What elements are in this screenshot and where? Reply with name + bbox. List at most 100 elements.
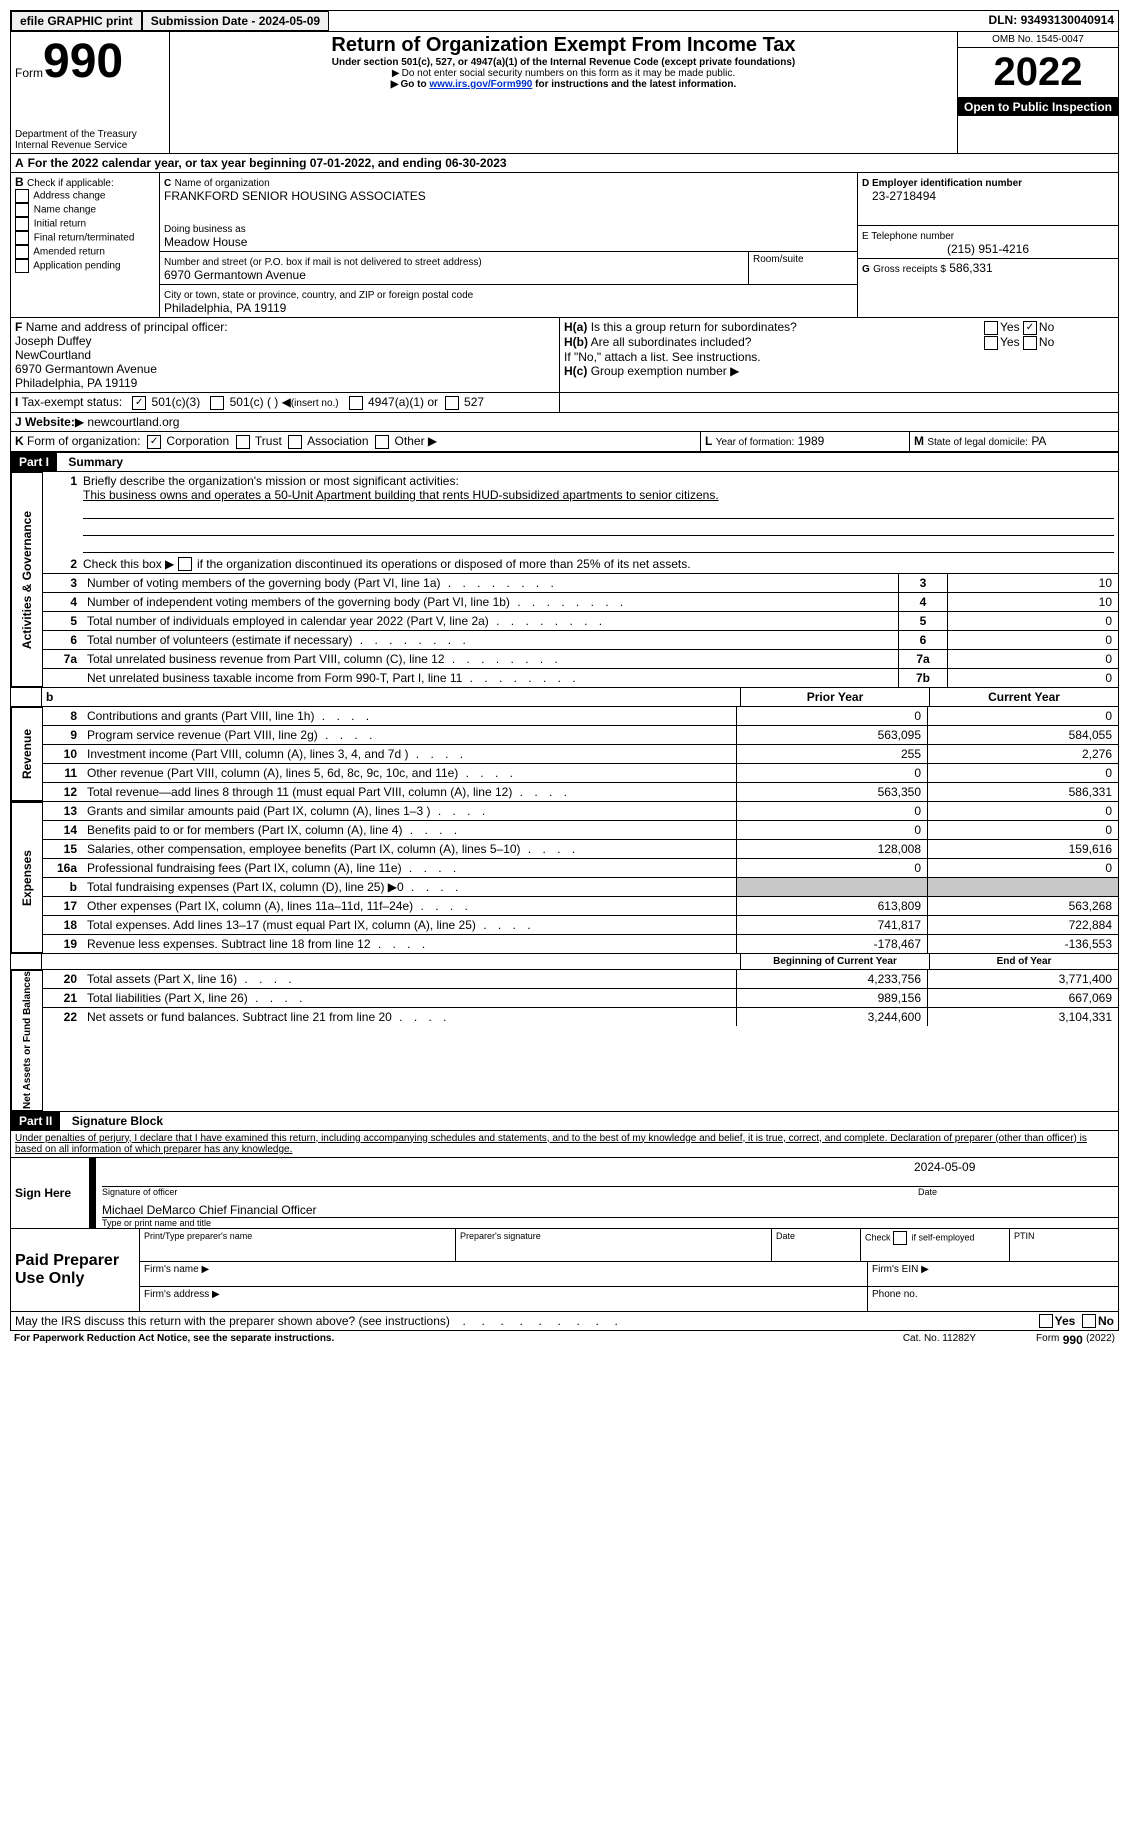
dln-label: DLN: xyxy=(989,13,1018,27)
form-number: 990 xyxy=(43,35,123,88)
e-label: E Telephone number xyxy=(862,231,954,242)
hb-yes-checkbox[interactable] xyxy=(984,336,998,350)
hb-no-checkbox[interactable] xyxy=(1023,336,1037,350)
i-501c3-checkbox[interactable]: ✓ xyxy=(132,396,146,410)
dept-irs: Internal Revenue Service xyxy=(15,140,165,151)
efile-print-button[interactable]: efile GRAPHIC print xyxy=(11,11,142,31)
ha-yes-checkbox[interactable] xyxy=(984,321,998,335)
discuss-yes: Yes xyxy=(1055,1314,1076,1328)
row-text: Total unrelated business revenue from Pa… xyxy=(83,650,898,668)
row-box: 7b xyxy=(898,669,947,687)
data-row: 18Total expenses. Add lines 13–17 (must … xyxy=(43,915,1118,934)
current-value: 0 xyxy=(927,821,1118,839)
row-text: Benefits paid to or for members (Part IX… xyxy=(83,821,736,839)
self-employed-checkbox[interactable] xyxy=(893,1231,907,1245)
begin-year-header: Beginning of Current Year xyxy=(740,954,929,969)
section-c: C Name of organization FRANKFORD SENIOR … xyxy=(160,173,857,317)
k-other-checkbox[interactable] xyxy=(375,435,389,449)
b-checkbox[interactable] xyxy=(15,203,29,217)
form-note-ssn: Do not enter social security numbers on … xyxy=(174,68,953,79)
prior-value: 0 xyxy=(736,764,927,782)
line2-text: Check this box ▶ if the organization dis… xyxy=(83,557,1114,572)
declaration-text: Under penalties of perjury, I declare th… xyxy=(10,1131,1119,1158)
i-501c-checkbox[interactable] xyxy=(210,396,224,410)
end-year-header: End of Year xyxy=(929,954,1118,969)
m-label: M xyxy=(914,434,924,448)
c-dba-label: Doing business as xyxy=(164,224,246,235)
data-row: 13Grants and similar amounts paid (Part … xyxy=(43,802,1118,820)
current-value: 722,884 xyxy=(927,916,1118,934)
current-value: 0 xyxy=(927,802,1118,820)
b-checkbox[interactable] xyxy=(15,217,29,231)
k-trust-checkbox[interactable] xyxy=(236,435,250,449)
form-subtitle: Under section 501(c), 527, or 4947(a)(1)… xyxy=(174,57,953,68)
current-value: 3,104,331 xyxy=(927,1008,1118,1026)
section-j: J Website: ▶ newcourtland.org xyxy=(10,413,1119,432)
footer-form-label: Form xyxy=(1036,1333,1059,1347)
dln: DLN: 93493130040914 xyxy=(985,11,1118,31)
b-checkbox[interactable] xyxy=(15,259,29,273)
gov-vlabel: Activities & Governance xyxy=(20,511,34,649)
current-value xyxy=(927,878,1118,896)
mission-text: This business owns and operates a 50-Uni… xyxy=(83,488,719,502)
gov-row: 7aTotal unrelated business revenue from … xyxy=(43,649,1118,668)
self-employed-label: Check if self-employed xyxy=(860,1229,1009,1261)
row-text: Total revenue—add lines 8 through 11 (mu… xyxy=(83,783,736,801)
current-value: 0 xyxy=(927,707,1118,725)
firm-ein-label: Firm's EIN ▶ xyxy=(867,1262,1118,1286)
form-title: Return of Organization Exempt From Incom… xyxy=(174,34,953,57)
i-527-checkbox[interactable] xyxy=(445,396,459,410)
line2-num: 2 xyxy=(47,557,83,572)
prior-current-header: b Prior Year Current Year xyxy=(10,687,1119,707)
b-checkbox[interactable] xyxy=(15,189,29,203)
sign-here-label: Sign Here xyxy=(11,1158,89,1228)
discuss-no-checkbox[interactable] xyxy=(1082,1314,1096,1328)
firm-addr-label: Firm's address ▶ xyxy=(140,1287,867,1311)
a-mid: , and ending xyxy=(371,156,442,170)
dept-treasury: Department of the Treasury xyxy=(15,129,165,140)
prior-value: 563,095 xyxy=(736,726,927,744)
row-num: 3 xyxy=(43,574,83,592)
c-city: Philadelphia, PA 19119 xyxy=(164,301,286,315)
b-checkbox[interactable] xyxy=(15,231,29,245)
b-checkbox[interactable] xyxy=(15,245,29,259)
i-text: Tax-exempt status: xyxy=(21,395,122,409)
data-row: 11Other revenue (Part VIII, column (A), … xyxy=(43,763,1118,782)
line1-num: 1 xyxy=(47,474,83,553)
k-opt-3: Other xyxy=(395,434,425,448)
row-text: Other revenue (Part VIII, column (A), li… xyxy=(83,764,736,782)
b-check-item: Name change xyxy=(15,203,155,217)
section-i: I Tax-exempt status: ✓ 501(c)(3) 501(c) … xyxy=(10,393,1119,413)
current-year-header: Current Year xyxy=(929,688,1118,706)
prior-value: -178,467 xyxy=(736,935,927,953)
prior-value: 0 xyxy=(736,802,927,820)
b-marker: b xyxy=(42,688,80,706)
irs-link[interactable]: www.irs.gov/Form990 xyxy=(429,79,532,90)
l-text: Year of formation: xyxy=(716,437,795,448)
k-corp-checkbox[interactable]: ✓ xyxy=(147,435,161,449)
paid-preparer-block: Paid Preparer Use Only Print/Type prepar… xyxy=(10,1229,1119,1312)
discuss-yes-checkbox[interactable] xyxy=(1039,1314,1053,1328)
data-row: 9Program service revenue (Part VIII, lin… xyxy=(43,725,1118,744)
g-label: G xyxy=(862,264,870,275)
section-deg: D Employer identification number 23-2718… xyxy=(857,173,1118,317)
submission-date-value: 2024-05-09 xyxy=(259,14,320,28)
b-check-label: Check if applicable: xyxy=(27,178,114,189)
row-num: 11 xyxy=(43,764,83,782)
f-officer: Joseph Duffey xyxy=(15,334,92,348)
k-assoc-checkbox[interactable] xyxy=(288,435,302,449)
line2-checkbox[interactable] xyxy=(178,557,192,571)
part1-exp-block: Expenses 13Grants and similar amounts pa… xyxy=(10,802,1119,954)
row-num: 9 xyxy=(43,726,83,744)
top-bar: efile GRAPHIC print Submission Date - 20… xyxy=(10,10,1119,32)
row-value: 0 xyxy=(947,669,1118,687)
submission-button[interactable]: Submission Date - 2024-05-09 xyxy=(142,11,329,31)
row-text: Contributions and grants (Part VIII, lin… xyxy=(83,707,736,725)
ha-no-checkbox[interactable]: ✓ xyxy=(1023,321,1037,335)
hc-text: Group exemption number xyxy=(591,364,727,378)
i-4947-checkbox[interactable] xyxy=(349,396,363,410)
phone-label: Phone no. xyxy=(867,1287,1118,1311)
dln-value: 93493130040914 xyxy=(1021,13,1114,27)
line1-text: Briefly describe the organization's miss… xyxy=(83,474,459,488)
j-text: Website: xyxy=(25,415,75,429)
